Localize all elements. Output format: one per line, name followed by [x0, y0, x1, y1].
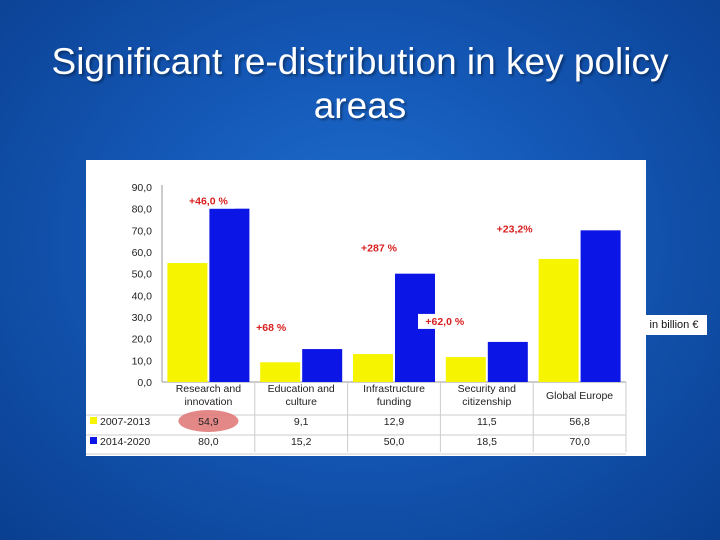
- y-tick-label: 30,0: [132, 312, 153, 324]
- y-tick-label: 40,0: [132, 290, 153, 302]
- bar-2007-2013: [353, 354, 393, 382]
- table-value: 9,1: [294, 416, 309, 428]
- percent-change-annotation: +23,2%: [497, 223, 534, 235]
- legend-label: 2014-2020: [100, 436, 150, 448]
- y-tick-label: 70,0: [132, 225, 153, 237]
- bar-2014-2020: [209, 208, 250, 382]
- table-value: 56,8: [569, 416, 590, 428]
- table-value: 15,2: [291, 436, 312, 448]
- table-value: 11,5: [477, 416, 497, 428]
- category-label: citizenship: [462, 396, 511, 408]
- slide-title: Significant re-distribution in key polic…: [51, 41, 669, 126]
- percent-change-annotation: +68 %: [256, 322, 287, 334]
- y-tick-label: 60,0: [132, 247, 153, 259]
- category-label: Infrastructure: [363, 383, 425, 395]
- bar-chart: 0,0 10,0 20,0 30,0 40,0 50,0 60,0 70,0 80,0 90,0 R…: [86, 182, 627, 455]
- highlight-oval: [178, 410, 239, 432]
- table-value: 70,0: [569, 436, 590, 448]
- percent-change-annotation: +62,0 %: [425, 316, 464, 328]
- y-tick-label: 10,0: [132, 355, 153, 367]
- category-label: Global Europe: [546, 390, 613, 402]
- percent-change-annotation: +287 %: [361, 243, 398, 255]
- bar-2007-2013: [445, 357, 486, 382]
- y-tick-label: 90,0: [132, 182, 153, 194]
- category-label: Security and: [458, 383, 517, 395]
- bar-2007-2013: [538, 258, 579, 382]
- table-value: 54,9: [198, 416, 219, 428]
- category-label: culture: [285, 396, 317, 408]
- category-label: Education and: [268, 383, 335, 395]
- category-label: Research and: [176, 383, 242, 395]
- y-tick-label: 20,0: [132, 334, 153, 346]
- table-value: 50,0: [384, 436, 405, 448]
- annotation-background: [355, 240, 403, 256]
- annotation-background: [491, 221, 538, 237]
- percent-change-annotation: +46,0 %: [189, 196, 228, 208]
- table-value: 18,5: [477, 436, 498, 448]
- y-tick-label: 0,0: [137, 377, 152, 389]
- table-value: 12,9: [384, 416, 405, 428]
- bar-2007-2013: [167, 263, 208, 382]
- bar-2014-2020: [580, 230, 621, 382]
- y-tick-label: 50,0: [132, 269, 153, 281]
- legend-swatch-2014-2020: [90, 437, 97, 444]
- y-tick-label: 80,0: [132, 204, 153, 216]
- unit-note: in billion €: [641, 315, 707, 335]
- annotation-background: [251, 320, 292, 336]
- annotation-background: [418, 313, 472, 329]
- chart-panel: 0,0 10,0 20,0 30,0 40,0 50,0 60,0 70,0 80,0 90,0 R…: [86, 160, 646, 456]
- bar-2007-2013: [260, 362, 301, 382]
- category-label: funding: [377, 396, 412, 408]
- annotation-background: [181, 193, 236, 209]
- category-label: innovation: [184, 396, 232, 408]
- table-value: 80,0: [198, 436, 219, 448]
- legend-label: 2007-2013: [100, 416, 150, 428]
- bar-2014-2020: [487, 341, 528, 382]
- bar-2014-2020: [302, 349, 343, 382]
- legend-swatch-2007-2013: [90, 417, 97, 424]
